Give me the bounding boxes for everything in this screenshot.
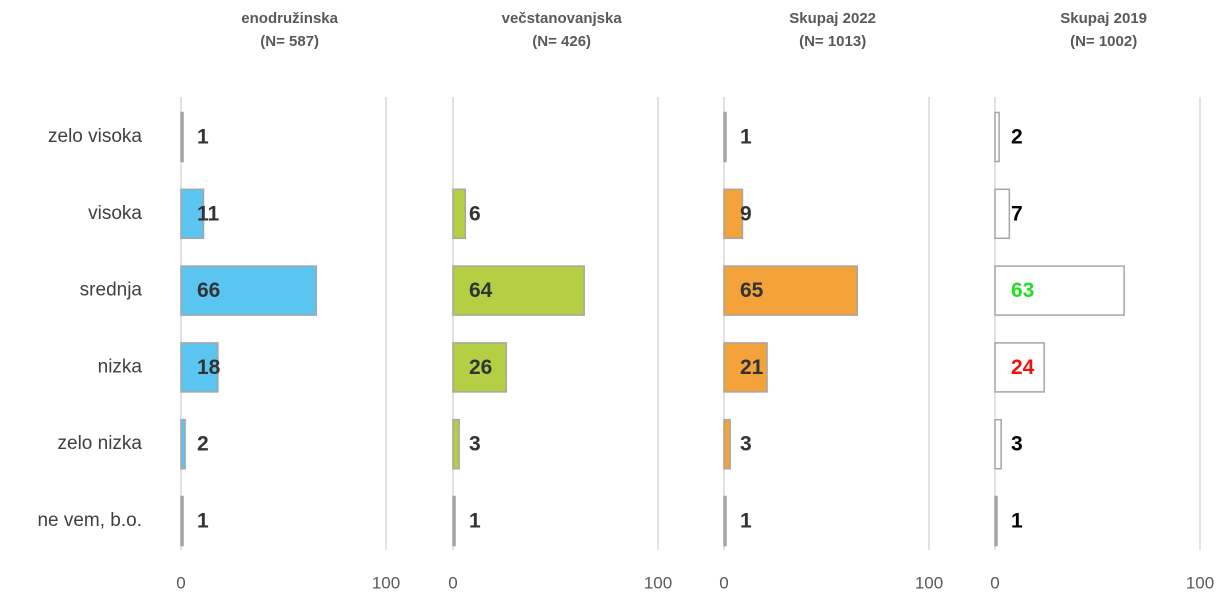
value-label: 3 [469,433,481,456]
value-label: 6 [469,202,481,225]
bar [180,418,186,470]
bar [452,188,467,240]
x-tick-label: 0 [176,573,185,592]
bar [994,342,1045,393]
value-label: 3 [740,433,752,456]
bar [994,495,998,547]
bar [723,418,731,470]
panel-title: (N= 587) [260,33,319,50]
x-tick-label: 100 [1186,573,1214,592]
bar [452,495,456,547]
x-tick-label: 0 [448,573,457,592]
value-label: 1 [740,510,752,533]
value-label: 9 [740,202,752,225]
value-label: 21 [740,356,764,379]
bar [180,342,219,393]
bar [723,265,858,316]
x-tick-label: 100 [915,573,943,592]
value-label: 1 [197,126,209,149]
value-label: 65 [740,279,764,302]
bar [180,265,318,316]
panel-title: enodružinska [241,10,338,27]
value-label: 63 [1011,279,1034,302]
value-label: 1 [1011,510,1023,533]
bar [180,188,205,240]
bar [180,111,184,163]
bar [452,342,508,393]
bar [723,188,744,240]
panel-title: Skupaj 2019 [1060,10,1147,27]
value-label: 3 [1011,433,1023,456]
value-label: 24 [1011,356,1035,379]
category-label: zelo visoka [48,126,142,147]
panel-title: (N= 426) [532,33,591,50]
value-label: 1 [469,510,481,533]
category-label: ne vem, b.o. [37,510,142,531]
bar [180,495,184,547]
category-label: srednja [80,280,143,301]
bar [723,342,768,393]
x-tick-label: 100 [372,573,400,592]
x-tick-label: 0 [719,573,728,592]
panel-title: (N= 1002) [1070,33,1137,50]
value-label: 2 [1011,126,1023,149]
value-label: 1 [197,510,209,533]
panel-title: Skupaj 2022 [789,10,876,27]
bar [994,111,1000,163]
value-label: 26 [469,356,492,379]
category-label: nizka [98,356,143,377]
category-label: visoka [88,203,142,224]
bar [994,418,1002,470]
x-tick-label: 100 [644,573,672,592]
panel-title: večstanovanjska [502,10,623,27]
value-label: 2 [197,433,209,456]
value-label: 1 [740,126,752,149]
value-label: 18 [197,356,221,379]
bar [994,188,1011,240]
bar [723,111,727,163]
category-label: zelo nizka [58,433,143,454]
panel-title: (N= 1013) [799,33,866,50]
bar [723,495,727,547]
value-label: 11 [197,202,220,225]
value-label: 7 [1011,202,1023,225]
value-label: 64 [469,279,493,302]
value-label: 66 [197,279,220,302]
x-tick-label: 0 [990,573,999,592]
bar [452,265,585,316]
bar [452,418,460,470]
bar [994,265,1125,316]
